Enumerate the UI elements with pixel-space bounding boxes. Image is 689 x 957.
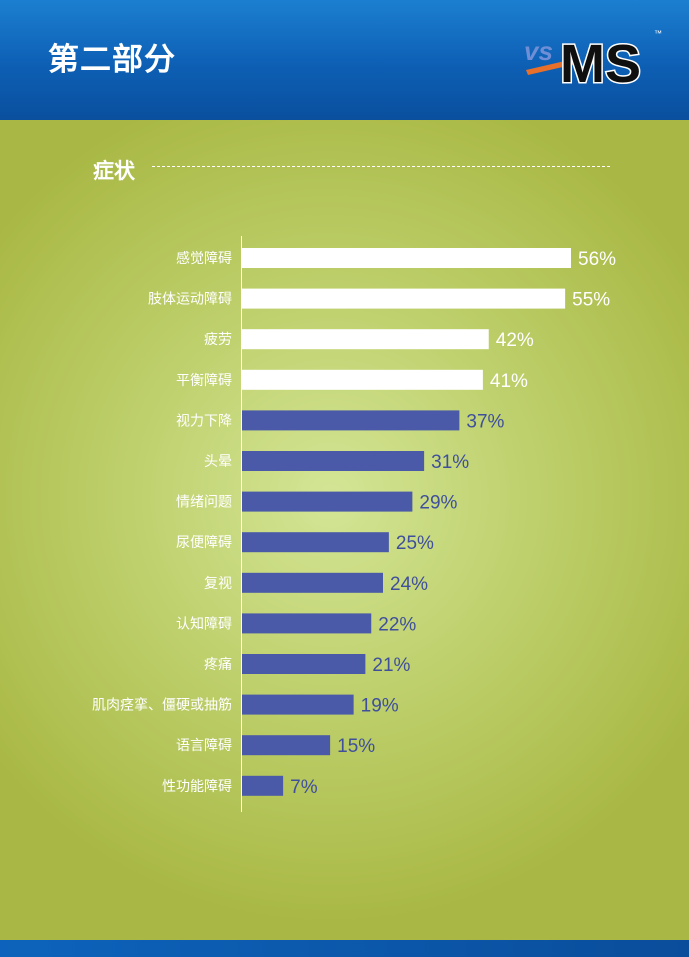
value-label-11: 19% [361,696,399,717]
category-label-9: 认知障碍 [176,615,232,632]
value-label-9: 22% [378,614,416,635]
category-label-11: 肌肉痉挛、僵硬或抽筋 [92,697,232,714]
logo-vs-text: vs [524,36,553,66]
bar-1 [242,288,566,309]
value-label-4: 37% [466,411,504,432]
bar-13 [242,775,284,796]
category-label-8: 复视 [204,575,232,592]
category-label-6: 情绪问题 [176,495,232,511]
category-label-3: 平衡障碍 [176,373,232,389]
logo-tm-text: ™ [654,29,662,38]
value-label-8: 24% [390,574,428,595]
value-label-7: 25% [396,533,434,554]
category-label-0: 感觉障碍 [176,250,232,267]
section-title: 症状 [93,159,135,183]
bar-2 [242,329,489,350]
category-label-7: 尿便障碍 [176,535,232,551]
category-label-13: 性功能障碍 [162,779,232,795]
category-label-10: 疼痛 [204,656,232,673]
footer-bar [0,940,689,957]
bar-5 [242,451,425,471]
bar-12 [242,735,331,756]
bar-0 [242,248,571,268]
value-label-12: 15% [337,736,375,757]
bar-8 [242,572,383,593]
bar-11 [242,694,354,715]
value-label-0: 56% [578,249,616,270]
bar-10 [242,654,366,674]
bar-4 [242,410,460,431]
logo-swoosh [526,58,580,75]
value-label-2: 42% [496,330,534,351]
category-label-12: 语言障碍 [176,738,232,754]
page-title: 第二部分 [48,42,176,78]
ms-logo: vs MS ™ [524,29,662,94]
category-label-4: 视力下降 [176,413,232,429]
value-label-1: 55% [572,290,610,311]
value-label-13: 7% [290,777,318,798]
category-label-1: 肢体运动障碍 [148,292,232,308]
value-label-5: 31% [431,452,469,473]
logo-ms-text: MS [560,34,641,94]
value-label-6: 29% [419,493,457,514]
bar-6 [242,491,413,512]
category-label-2: 疲劳 [204,331,232,348]
value-label-3: 41% [490,371,528,392]
category-label-5: 头晕 [204,454,232,470]
value-label-10: 21% [372,655,410,676]
bar-3 [242,369,483,390]
bar-9 [242,613,372,634]
bar-7 [242,532,389,553]
section-divider [152,166,610,167]
